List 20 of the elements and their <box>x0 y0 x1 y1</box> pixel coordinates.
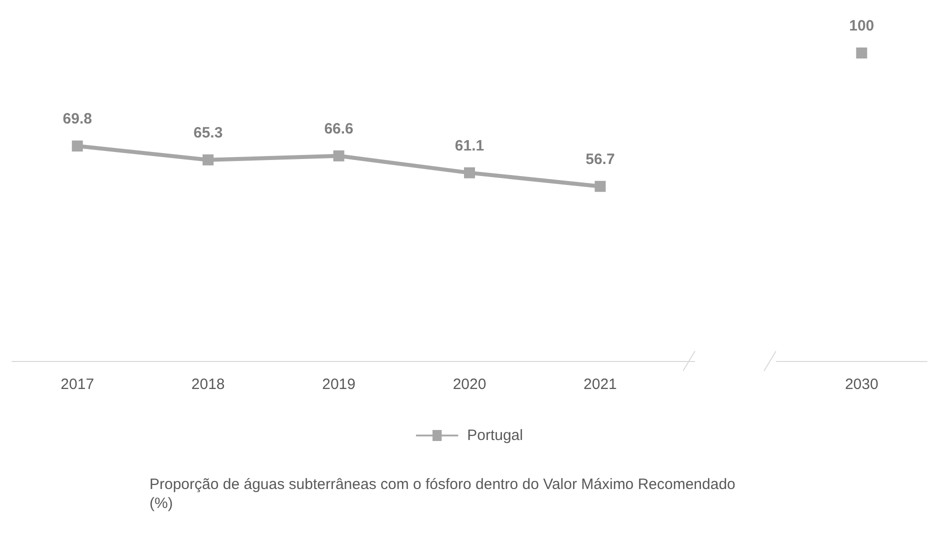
x-tick-label: 2020 <box>452 376 486 393</box>
point <box>464 167 475 178</box>
point <box>72 140 83 152</box>
point <box>333 150 344 162</box>
x-tick-label: 2019 <box>322 376 356 393</box>
text: Proporção de águas subterrâneas com o fósforo dentro do Valor Máximo Recomendado (%) <box>150 476 740 512</box>
point <box>856 48 868 58</box>
data-label: 66.6 <box>324 120 354 138</box>
x-tick-label: 2018 <box>191 376 225 393</box>
data-label: 100 <box>849 18 874 34</box>
data-label: 65.3 <box>193 124 223 142</box>
x-tick-label: 2030 <box>844 376 878 393</box>
point <box>594 180 606 192</box>
point <box>202 154 214 166</box>
legend-label: Portugal <box>467 427 523 444</box>
data-label: 69.8 <box>62 110 92 128</box>
data-label: 56.7 <box>586 150 615 168</box>
x-tick-label: 2021 <box>584 376 617 393</box>
x-tick-label: 2017 <box>60 376 94 393</box>
data-label: 61.1 <box>454 137 484 154</box>
